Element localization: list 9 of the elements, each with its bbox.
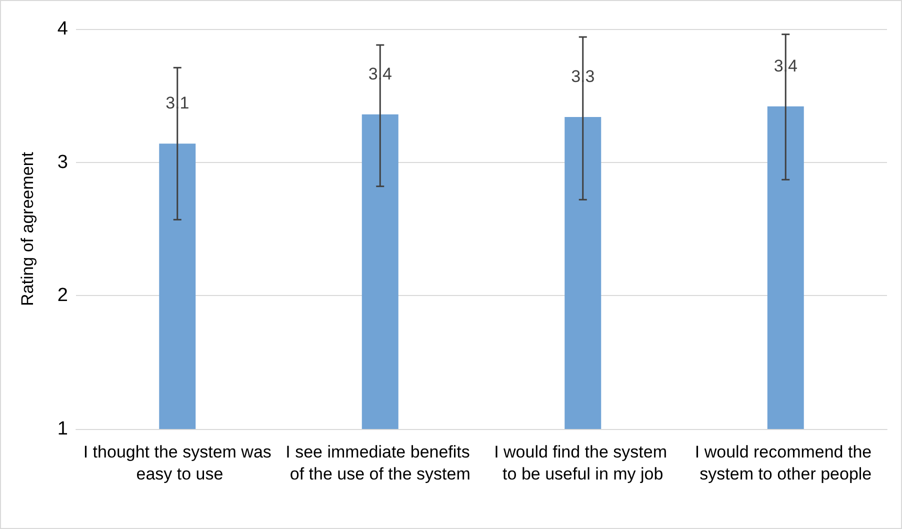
x-tick-label: I would find the system to be useful in my job	[494, 442, 672, 484]
y-axis-title: Rating of agreement	[18, 152, 37, 306]
x-tick-label: I see immediate benefits of the use of the system	[286, 442, 475, 484]
y-tick-label: 2	[57, 285, 68, 306]
y-tick-label: 1	[57, 418, 68, 440]
y-tick-label: 3	[57, 152, 68, 173]
y-tick-label: 4	[57, 18, 68, 40]
x-tick-label: I would recommend the system to other people	[694, 442, 876, 484]
x-tick-label: I thought the system was easy to use	[83, 442, 272, 484]
